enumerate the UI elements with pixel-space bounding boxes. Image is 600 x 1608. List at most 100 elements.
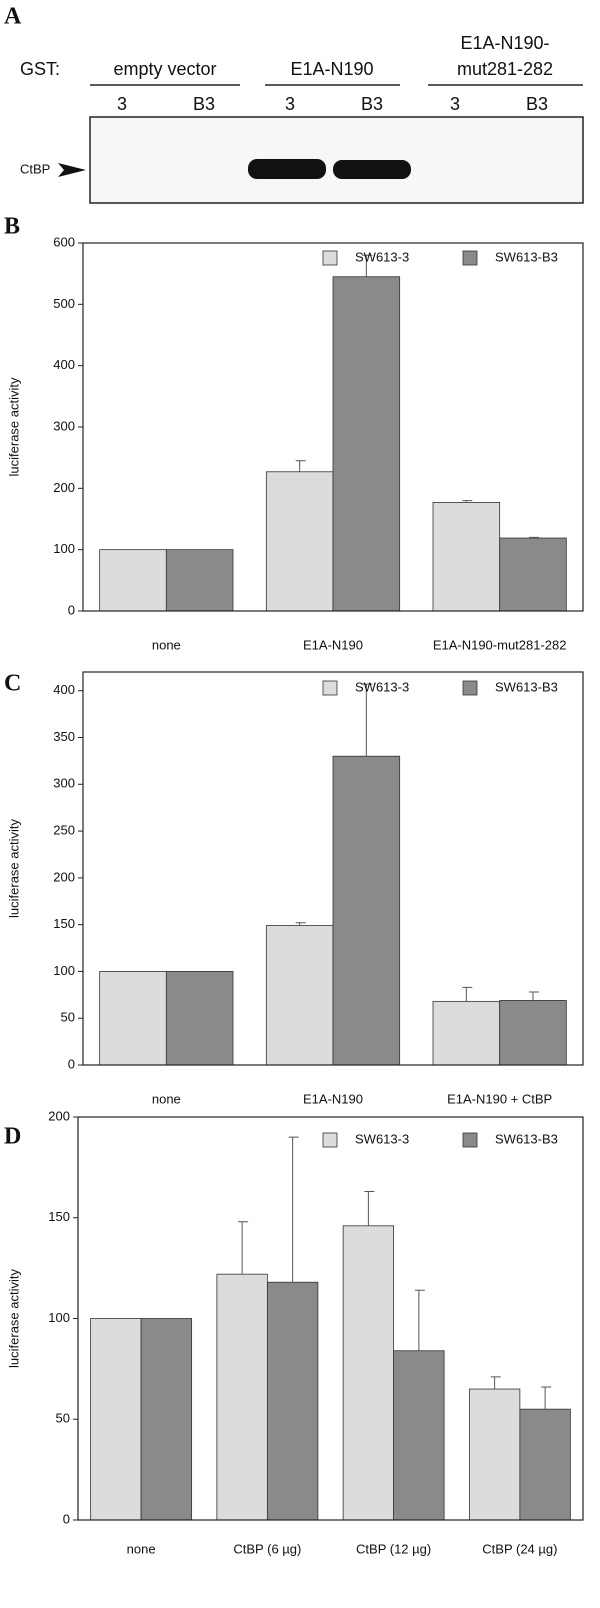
error-bar bbox=[238, 1221, 249, 1275]
bar bbox=[432, 502, 501, 612]
bar bbox=[140, 1318, 193, 1521]
legend-label: SW613-3 bbox=[355, 1131, 409, 1146]
error-bar bbox=[490, 1376, 501, 1390]
error-bar bbox=[362, 683, 373, 757]
y-tick-label: 250 bbox=[53, 823, 75, 838]
legend-swatch bbox=[462, 250, 478, 266]
error-bar bbox=[462, 986, 473, 1002]
y-tick-label: 200 bbox=[53, 480, 75, 495]
y-axis-label: luciferase activity bbox=[6, 819, 21, 918]
group-label: mut281-282 bbox=[457, 59, 553, 79]
error-bar bbox=[295, 922, 306, 926]
y-tick-label: 600 bbox=[53, 234, 75, 249]
y-tick-label: 100 bbox=[53, 963, 75, 978]
panel-label: D bbox=[4, 1124, 21, 1150]
bar bbox=[165, 549, 234, 612]
bar bbox=[393, 1350, 445, 1521]
error-bar bbox=[295, 460, 306, 472]
plot-frame bbox=[82, 671, 584, 1066]
blot-band bbox=[248, 159, 326, 179]
lane-label: B3 bbox=[526, 94, 548, 114]
y-axis-label: luciferase activity bbox=[6, 1269, 21, 1368]
gst-label: GST: bbox=[20, 59, 60, 79]
group-label: empty vector bbox=[113, 59, 216, 79]
band-arrow bbox=[58, 163, 86, 177]
y-tick-label: 150 bbox=[48, 1209, 70, 1224]
y-tick-label: 100 bbox=[53, 541, 75, 556]
x-tick-label: E1A-N190 bbox=[303, 637, 363, 652]
x-tick-label: CtBP (12 µg) bbox=[356, 1541, 431, 1556]
bar bbox=[332, 755, 401, 1066]
y-tick-label: 0 bbox=[63, 1511, 70, 1526]
x-tick-label: none bbox=[152, 637, 181, 652]
bar bbox=[266, 1281, 319, 1521]
bar bbox=[99, 971, 167, 1066]
y-tick-label: 300 bbox=[53, 776, 75, 791]
y-tick-label: 500 bbox=[53, 296, 75, 311]
bar bbox=[265, 925, 334, 1066]
y-tick-label: 400 bbox=[53, 357, 75, 372]
bar bbox=[165, 971, 234, 1066]
legend-label: SW613-B3 bbox=[495, 249, 558, 264]
error-bar bbox=[362, 254, 373, 277]
y-tick-label: 150 bbox=[53, 916, 75, 931]
x-tick-label: E1A-N190-mut281-282 bbox=[433, 637, 567, 652]
bar bbox=[216, 1273, 268, 1521]
x-tick-label: CtBP (24 µg) bbox=[482, 1541, 557, 1556]
plot-frame bbox=[82, 242, 584, 612]
x-tick-label: none bbox=[127, 1541, 156, 1556]
blot-band bbox=[333, 160, 411, 179]
legend-label: SW613-B3 bbox=[495, 679, 558, 694]
y-tick-label: 200 bbox=[53, 869, 75, 884]
legend-swatch bbox=[322, 250, 338, 266]
bar bbox=[519, 1408, 571, 1521]
y-tick-label: 350 bbox=[53, 729, 75, 744]
legend-label: SW613-3 bbox=[355, 679, 409, 694]
y-tick-label: 200 bbox=[48, 1108, 70, 1123]
x-tick-label: E1A-N190 bbox=[303, 1091, 363, 1106]
y-tick-label: 0 bbox=[68, 1056, 75, 1071]
legend-swatch bbox=[462, 1132, 478, 1148]
error-bar bbox=[462, 500, 473, 503]
legend-label: SW613-3 bbox=[355, 249, 409, 264]
lane-label: 3 bbox=[450, 94, 460, 114]
bar bbox=[265, 471, 334, 612]
panel-label: A bbox=[4, 4, 22, 30]
group-label: E1A-N190- bbox=[460, 33, 549, 53]
plot-frame bbox=[77, 1116, 584, 1521]
panel-label: B bbox=[4, 214, 20, 240]
legend-swatch bbox=[462, 680, 478, 696]
x-tick-label: CtBP (6 µg) bbox=[233, 1541, 301, 1556]
lane-label: B3 bbox=[193, 94, 215, 114]
blot-frame bbox=[89, 116, 584, 204]
y-axis-label: luciferase activity bbox=[6, 377, 21, 476]
y-tick-label: 300 bbox=[53, 418, 75, 433]
bar bbox=[468, 1388, 521, 1521]
bar bbox=[332, 276, 401, 612]
bar bbox=[342, 1225, 395, 1521]
band-label: CtBP bbox=[20, 161, 50, 176]
bar bbox=[90, 1318, 142, 1521]
lane-label: 3 bbox=[117, 94, 127, 114]
panel-label: C bbox=[4, 671, 21, 697]
panel-a: A GST: empty vector E1A-N190 E1A-N190- m… bbox=[4, 4, 584, 204]
legend-label: SW613-B3 bbox=[495, 1131, 558, 1146]
lane-label: B3 bbox=[361, 94, 383, 114]
y-tick-label: 400 bbox=[53, 682, 75, 697]
error-bar bbox=[364, 1191, 375, 1226]
error-bar bbox=[288, 1136, 299, 1283]
error-bar bbox=[541, 1386, 552, 1410]
bar bbox=[432, 1000, 501, 1066]
y-tick-label: 0 bbox=[68, 602, 75, 617]
x-tick-label: none bbox=[152, 1091, 181, 1106]
error-bar bbox=[529, 991, 539, 1001]
legend-swatch bbox=[322, 680, 338, 696]
y-tick-label: 50 bbox=[56, 1411, 70, 1426]
bar bbox=[99, 549, 167, 612]
error-bar bbox=[414, 1289, 425, 1351]
group-label: E1A-N190 bbox=[290, 59, 373, 79]
bar bbox=[499, 1000, 567, 1066]
lane-label: 3 bbox=[285, 94, 295, 114]
